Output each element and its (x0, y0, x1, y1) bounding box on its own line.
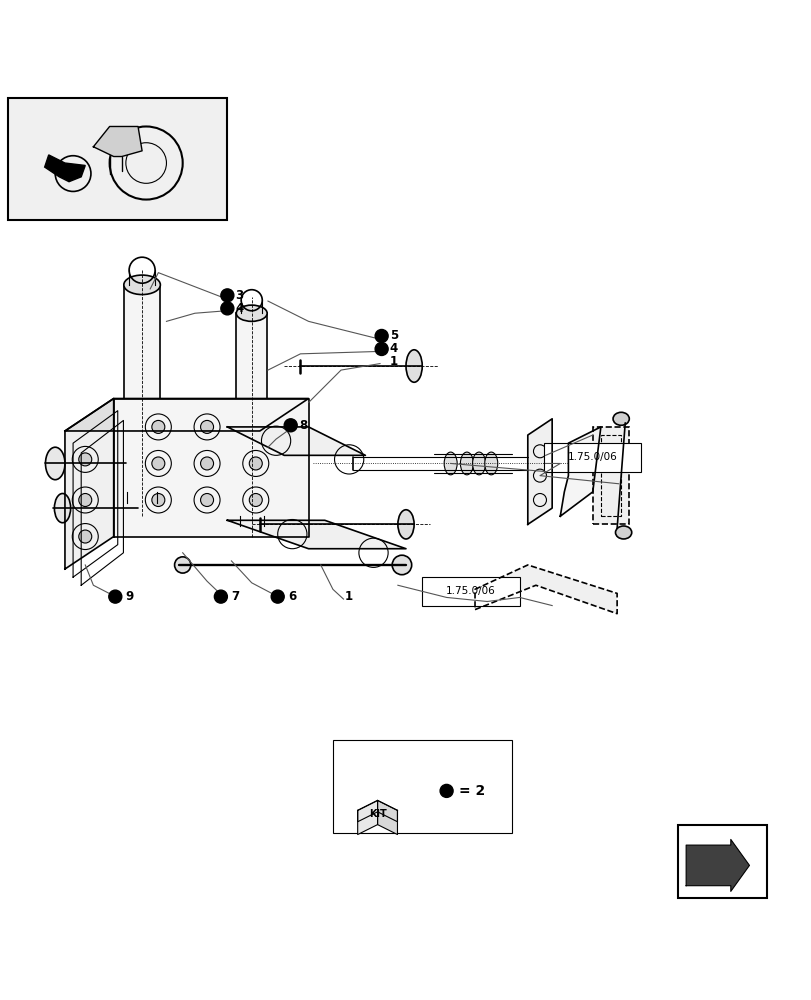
Ellipse shape (460, 452, 473, 475)
Circle shape (284, 419, 297, 432)
Text: 6: 6 (288, 590, 296, 603)
Circle shape (440, 784, 453, 797)
Polygon shape (65, 398, 308, 431)
Polygon shape (65, 398, 114, 569)
Ellipse shape (200, 420, 213, 433)
Ellipse shape (397, 510, 414, 539)
Circle shape (221, 302, 234, 315)
Bar (123, 285, 160, 447)
Ellipse shape (123, 275, 160, 295)
Polygon shape (227, 427, 365, 455)
Ellipse shape (79, 453, 92, 466)
Text: 4: 4 (235, 302, 243, 315)
Polygon shape (474, 565, 616, 614)
Polygon shape (377, 800, 397, 835)
Polygon shape (357, 800, 377, 835)
Circle shape (375, 342, 388, 355)
Bar (245, 472, 258, 516)
Polygon shape (227, 520, 406, 549)
Ellipse shape (615, 526, 631, 539)
Text: 1.75.0/06: 1.75.0/06 (567, 452, 617, 462)
Text: 1.75.0/06: 1.75.0/06 (445, 586, 496, 596)
Ellipse shape (54, 494, 71, 523)
Text: 7: 7 (231, 590, 239, 603)
Ellipse shape (79, 494, 92, 506)
Bar (236, 313, 267, 472)
Ellipse shape (249, 494, 262, 506)
Polygon shape (527, 419, 551, 524)
Ellipse shape (406, 350, 422, 382)
Text: 9: 9 (126, 590, 134, 603)
Polygon shape (114, 398, 308, 537)
Circle shape (221, 289, 234, 302)
Polygon shape (93, 126, 142, 157)
Circle shape (109, 590, 122, 603)
Ellipse shape (444, 452, 457, 475)
Ellipse shape (45, 447, 65, 480)
Bar (8, 98, 227, 220)
Circle shape (271, 590, 284, 603)
Circle shape (214, 590, 227, 603)
Circle shape (375, 329, 388, 342)
Polygon shape (45, 155, 85, 182)
Ellipse shape (236, 305, 267, 321)
Text: 8: 8 (298, 419, 307, 432)
Polygon shape (560, 427, 600, 516)
Ellipse shape (200, 457, 213, 470)
Polygon shape (685, 839, 749, 891)
Polygon shape (357, 800, 397, 822)
Bar (333, 740, 511, 833)
Ellipse shape (79, 530, 92, 543)
Text: 3: 3 (235, 289, 243, 302)
Ellipse shape (200, 494, 213, 506)
Bar (134, 447, 150, 492)
Bar (592, 427, 629, 524)
Text: KIT: KIT (368, 809, 386, 819)
Bar (229, 515, 274, 523)
Ellipse shape (612, 412, 629, 425)
Ellipse shape (174, 557, 191, 573)
Ellipse shape (392, 555, 411, 575)
Text: 4: 4 (389, 342, 397, 355)
Ellipse shape (484, 452, 497, 475)
Text: 1: 1 (389, 355, 397, 368)
Ellipse shape (249, 457, 262, 470)
Bar (677, 825, 766, 898)
Bar (543, 443, 641, 472)
Ellipse shape (152, 420, 165, 433)
Ellipse shape (472, 452, 485, 475)
Text: 5: 5 (389, 329, 397, 342)
Bar (118, 491, 166, 499)
Text: 1: 1 (345, 590, 353, 603)
Ellipse shape (152, 494, 165, 506)
Bar (422, 577, 519, 606)
Ellipse shape (152, 457, 165, 470)
Text: = 2: = 2 (458, 784, 484, 798)
Bar (600, 435, 620, 516)
